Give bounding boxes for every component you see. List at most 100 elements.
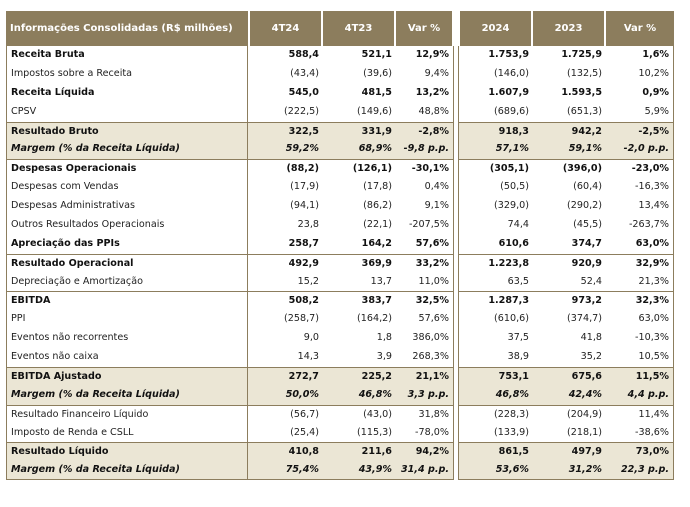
cell-4t24: (25,4) [290,426,319,438]
cell-var-year: 10,2% [606,64,674,84]
cell-var-year: 4,4 p.p. [606,385,674,405]
cell-2023: 942,2 [533,121,606,141]
row-label: Impostos sobre a Receita [6,64,248,84]
cell-2024: (329,0) [458,197,533,216]
cell-2023: 31,2% [533,461,606,481]
row-label: Margem (% da Receita Líquida) [6,140,248,160]
row-label: Receita Bruta [6,46,248,65]
cell-4t24: 545,0 [288,86,319,98]
cell-4t24: (88,2) [248,159,323,178]
cell-4t24: 59,2% [248,140,323,160]
cell-4t24: 23,8 [297,218,319,230]
cell-2023: 52,4 [580,275,602,287]
cell-4t23: (17,8) [363,181,392,193]
cell-4t23: 1,8 [376,332,392,344]
cell-4t23: 211,6 [323,442,396,462]
cell-var-quarter: 0,4% [396,178,454,197]
table-body: Receita Bruta 588,4 521,1 12,9% 1.753,9 1.725… [6,46,674,481]
row-label: Despesas Operacionais [6,159,248,179]
cell-4t23: (22,1) [363,218,392,230]
cell-var-year: 21,3% [606,272,674,292]
cell-4t23: 481,5 [361,86,392,98]
cell-2023: (218,1) [567,426,602,438]
cell-2024: 610,6 [458,234,533,254]
cell-2023: 1.725,9 [561,49,602,60]
row-label: Outros Resultados Operacionais [6,215,248,235]
cell-2023: 497,9 [533,442,606,462]
cell-var-quarter: 9,1% [396,197,454,216]
cell-2024: (228,3) [458,404,533,424]
cell-2024: 1.753,9 [458,46,533,65]
cell-var-quarter: 57,6% [396,310,454,330]
cell-4t24: 322,5 [248,121,323,141]
cell-2023: (45,5) [573,218,602,230]
cell-2024: (146,0) [458,64,533,84]
cell-4t24: 508,2 [248,291,323,310]
row-label: Eventos não caixa [6,348,248,367]
table-header: Informações Consolidadas (R$ milhões) 4T… [6,11,674,46]
cell-var-year: -2,0 p.p. [606,140,674,160]
cell-var-year: 22,3 p.p. [606,461,674,481]
row-label: Margem (% da Receita Líquida) [6,461,248,481]
cell-4t24: 75,4% [248,461,323,481]
table-row: CPSV (222,5) (149,6) 48,8% (689,6) (651,3) 5,9… [6,102,674,122]
cell-var-quarter: 3,3 p.p. [396,385,454,405]
cell-4t24: (94,1) [290,200,319,211]
cell-var-year: 32,9% [606,253,674,273]
cell-2024: 1.223,8 [458,253,533,273]
cell-2023: (60,4) [573,181,602,193]
table-row: Depreciação e Amortização 15,2 13,7 11,0% 63… [6,272,674,292]
cell-2024: 753,1 [458,366,533,386]
header-title: Informações Consolidadas (R$ milhões) [6,11,248,46]
cell-2023: 59,1% [533,140,606,160]
cell-var-year: 5,9% [606,102,674,122]
cell-4t23: 369,9 [323,253,396,273]
cell-2023: (396,0) [533,159,606,178]
header-col-4t23: 4T23 [323,11,394,46]
table-row: Despesas Operacionais (88,2) (126,1) -30,1%… [6,159,674,179]
cell-var-quarter: -9,8 p.p. [396,140,454,160]
cell-2024: (689,6) [458,102,533,122]
cell-var-quarter: 12,9% [396,46,454,65]
cell-4t24: (17,9) [290,181,319,193]
cell-var-quarter: -207,5% [396,215,454,235]
cell-2023: 374,7 [571,237,602,249]
row-label: Despesas Administrativas [6,197,248,216]
cell-var-quarter: 386,0% [396,329,454,348]
header-col-var-year: Var % [606,11,674,46]
table-row: Imposto de Renda e CSLL (25,4) (115,3) -78,… [6,423,674,443]
row-label: Eventos não recorrentes [6,329,248,348]
cell-var-year: 0,9% [606,83,674,103]
cell-var-year: 11,4% [606,404,674,424]
cell-4t24: 258,7 [288,237,319,249]
row-label: EBITDA [6,291,248,311]
row-label: Receita Líquida [6,83,248,103]
table-row: Apreciação das PPIs 258,7 164,2 57,6% 610,6 3… [6,234,674,254]
cell-4t23: 521,1 [361,49,392,60]
cell-var-quarter: 33,2% [396,253,454,273]
cell-var-quarter: 9,4% [396,64,454,84]
cell-var-quarter: 31,4 p.p. [396,461,454,481]
cell-2024: 861,5 [458,442,533,462]
cell-4t23: (86,2) [363,200,392,211]
row-label: Depreciação e Amortização [6,272,248,292]
cell-var-quarter: 94,2% [396,442,454,462]
cell-var-quarter: -30,1% [396,159,454,179]
cell-4t23: (43,0) [323,404,396,424]
row-label: Despesas com Vendas [6,178,248,197]
cell-4t24: (56,7) [248,404,323,424]
cell-2024: (305,1) [458,159,533,179]
cell-var-year: -10,3% [606,329,674,348]
cell-2024: 63,5 [458,272,533,292]
cell-2023: (374,7) [567,313,602,325]
cell-var-quarter: 57,6% [396,234,454,254]
row-label: Resultado Financeiro Líquido [6,404,248,424]
header-col-4t24: 4T24 [250,11,321,46]
cell-var-quarter: 268,3% [396,348,454,367]
cell-var-quarter: 13,2% [396,83,454,103]
cell-2023: 920,9 [533,253,606,273]
cell-var-year: 63,0% [606,234,674,254]
cell-4t23: (126,1) [323,159,396,178]
row-label: CPSV [6,102,248,122]
table-row: Impostos sobre a Receita (43,4) (39,6) 9,4%… [6,64,674,84]
